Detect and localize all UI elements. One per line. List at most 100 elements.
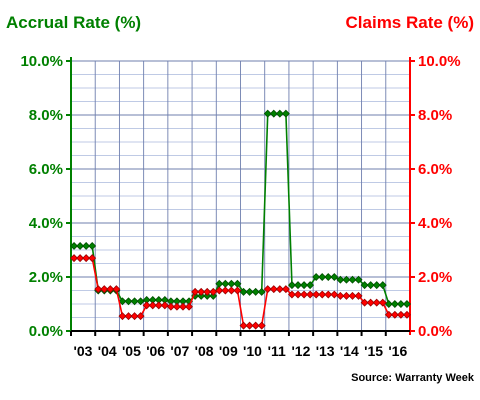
claims-rate-point xyxy=(263,285,272,294)
left-tick-label: 4.0% xyxy=(29,215,63,232)
x-tick-label: '07 xyxy=(170,343,189,359)
claims-rate-point xyxy=(215,286,224,295)
claims-rate-point xyxy=(287,290,296,299)
right-tick-label: 4.0% xyxy=(418,215,452,232)
accrual-rate-point xyxy=(354,275,363,284)
claims-rate-point xyxy=(239,321,248,330)
claims-rate-point xyxy=(324,290,333,299)
accrual-rate-point xyxy=(136,297,145,306)
claims-rate-point xyxy=(300,290,309,299)
right-tick-label: 10.0% xyxy=(418,53,461,70)
x-tick-label: '13 xyxy=(316,343,335,359)
accrual-rate-point xyxy=(403,300,411,308)
claims-rate-point xyxy=(294,290,302,299)
right-tick-label: 6.0% xyxy=(418,161,452,178)
accrual-rate-point xyxy=(378,281,387,290)
x-tick-label: '03 xyxy=(74,343,93,359)
x-tick-label: '06 xyxy=(146,343,165,359)
claims-rate-point xyxy=(354,291,363,300)
claims-rate-point xyxy=(366,298,375,307)
claims-rate-point xyxy=(269,285,278,294)
accrual-rate-point xyxy=(251,287,260,296)
x-tick-label: '11 xyxy=(268,343,286,359)
accrual-rate-point xyxy=(372,281,381,290)
claims-rate-point xyxy=(396,310,405,319)
right-axis-title: Claims Rate (%) xyxy=(346,13,474,32)
accrual-rate-point xyxy=(360,281,369,290)
axes-layer xyxy=(66,57,415,336)
claims-rate-point xyxy=(82,254,91,263)
accrual-rate-point xyxy=(269,109,278,118)
accrual-rate-point xyxy=(336,275,345,284)
claims-rate-point xyxy=(245,321,254,330)
claims-rate-point xyxy=(312,290,321,299)
claims-rate-point xyxy=(76,254,85,263)
claims-rate-point xyxy=(281,285,290,294)
claims-rate-point xyxy=(172,302,181,311)
x-tick-label: '15 xyxy=(364,343,383,359)
claims-rate-point xyxy=(124,312,133,321)
claims-rate-point xyxy=(142,301,151,310)
accrual-rate-point xyxy=(239,287,248,296)
accrual-rate-point xyxy=(294,281,302,290)
claims-rate-point xyxy=(191,287,200,296)
x-tick-label: '09 xyxy=(219,343,238,359)
claims-rate-point xyxy=(330,290,339,299)
accrual-rate-point xyxy=(130,297,139,306)
right-tick-label: 0.0% xyxy=(418,323,452,340)
x-tick-label: '14 xyxy=(340,343,359,359)
accrual-rate-point xyxy=(287,281,296,290)
accrual-rate-point xyxy=(300,281,309,290)
series-layer xyxy=(70,109,411,330)
x-tick-label: '04 xyxy=(98,343,117,359)
claims-rate-point xyxy=(94,285,103,294)
claims-rate-point xyxy=(221,286,230,295)
left-tick-label: 8.0% xyxy=(29,107,63,124)
claims-rate-point xyxy=(336,291,345,300)
accrual-rate-point xyxy=(275,109,284,118)
accrual-rate-point xyxy=(118,297,127,306)
claims-rate-point xyxy=(70,254,78,263)
accrual-rate-point xyxy=(245,287,254,296)
source-note: Source: Warranty Week xyxy=(351,372,475,384)
accrual-rate-point xyxy=(203,291,212,300)
claims-rate-point xyxy=(106,285,115,294)
x-tick-label: '05 xyxy=(122,343,141,359)
accrual-rate-point xyxy=(76,241,85,250)
claims-rate-point xyxy=(348,291,357,300)
claims-rate-point xyxy=(360,298,369,307)
claims-rate-point xyxy=(154,301,163,310)
accrual-rate-point xyxy=(257,287,266,296)
claims-rate-point xyxy=(136,312,145,321)
accrual-rate-point xyxy=(263,109,272,118)
claims-rate-point xyxy=(130,312,139,321)
accrual-rate-point xyxy=(88,241,97,250)
claims-rate-point xyxy=(209,287,218,296)
claims-rate-point xyxy=(390,310,399,319)
left-axis-title: Accrual Rate (%) xyxy=(6,13,141,32)
claims-rate-point xyxy=(112,285,121,294)
left-tick-label: 10.0% xyxy=(20,53,63,70)
x-tick-label: '08 xyxy=(195,343,214,359)
claims-rate-point xyxy=(88,254,97,263)
claims-rate-point xyxy=(318,290,327,299)
left-tick-label: 2.0% xyxy=(29,269,63,286)
claims-rate-point xyxy=(251,321,260,330)
accrual-rate-point xyxy=(82,241,91,250)
claims-rate-point xyxy=(227,286,236,295)
accrual-rate-point xyxy=(306,281,315,290)
claims-rate-point xyxy=(160,301,169,310)
left-tick-label: 6.0% xyxy=(29,161,63,178)
x-tick-label: '12 xyxy=(291,343,310,359)
left-tick-label: 0.0% xyxy=(29,323,63,340)
claims-rate-point xyxy=(378,298,387,307)
accrual-rate-point xyxy=(348,275,357,284)
claims-rate-point xyxy=(148,301,157,310)
accrual-rate-point xyxy=(209,291,218,300)
claims-rate-point xyxy=(275,285,284,294)
accrual-rate-point xyxy=(312,273,321,281)
claims-rate-point xyxy=(342,291,351,300)
accrual-rate-point xyxy=(330,273,339,281)
claims-rate-point xyxy=(179,302,187,311)
